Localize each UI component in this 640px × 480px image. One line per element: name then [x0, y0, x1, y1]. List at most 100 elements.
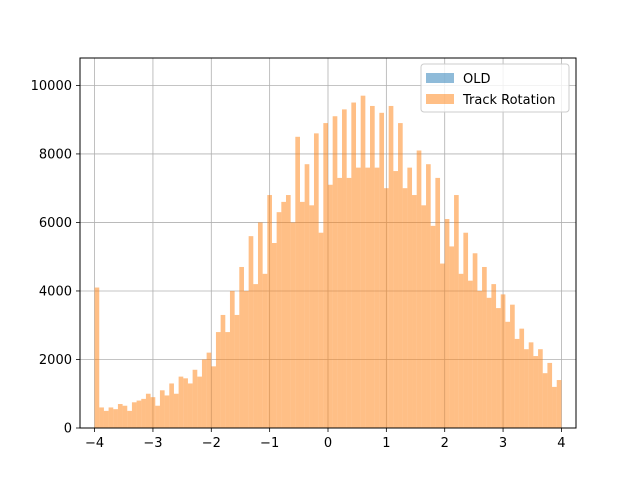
histogram-bar	[430, 225, 436, 428]
histogram-bar	[211, 366, 216, 428]
histogram-bar	[187, 383, 193, 428]
legend-box	[420, 63, 570, 113]
x-tick-label: −1	[260, 436, 279, 451]
y-tick-label: 4000	[39, 284, 72, 299]
histogram-bar	[173, 393, 179, 428]
histogram-bar	[127, 410, 132, 428]
y-tick-label: 0	[64, 422, 72, 437]
histogram-bar	[491, 284, 497, 428]
x-tick-label: −4	[85, 436, 104, 451]
histogram-bar	[295, 136, 300, 428]
histogram-bar	[229, 290, 235, 428]
histogram-bar	[318, 232, 324, 428]
histogram-bar	[99, 407, 104, 428]
histogram-bar	[309, 205, 314, 428]
legend-swatch	[426, 94, 454, 104]
histogram-bar	[379, 112, 385, 428]
y-tick-label: 2000	[39, 353, 72, 368]
histogram-bar	[113, 409, 118, 428]
x-tick-label: −3	[143, 436, 162, 451]
histogram-bar	[239, 266, 244, 428]
histogram-bar	[458, 273, 464, 428]
histogram-bar	[94, 287, 100, 428]
histogram-bar	[262, 273, 268, 428]
histogram-bar	[528, 342, 534, 428]
histogram-bar	[299, 201, 305, 428]
histogram-bar	[416, 150, 422, 428]
x-axis: −4 −3 −2 −1 0 1 2 3 4	[85, 428, 566, 451]
histogram-bar	[533, 356, 539, 428]
histogram-bar	[421, 205, 427, 428]
histogram-bar	[514, 338, 520, 428]
histogram-bar	[159, 390, 165, 428]
histogram-bar	[393, 171, 399, 429]
histogram-bar	[486, 297, 492, 428]
histogram-bar	[248, 236, 254, 428]
histogram-bar	[388, 105, 394, 429]
histogram-bar	[472, 253, 478, 428]
histogram-bar	[505, 321, 511, 428]
histogram-bar	[234, 314, 240, 428]
y-axis: 0 2000 4000 6000 8000 10000	[31, 79, 80, 437]
histogram-bar	[271, 243, 277, 428]
histogram-bar	[519, 328, 525, 428]
histogram-bar	[164, 395, 170, 428]
histogram-bar	[360, 95, 366, 429]
histogram-bar	[267, 195, 272, 428]
legend-swatch	[426, 73, 454, 83]
histogram-bar	[215, 332, 221, 428]
histogram-bar	[328, 184, 333, 428]
histogram-bar	[183, 378, 188, 428]
histogram-bar	[108, 407, 114, 428]
histogram-bars	[94, 95, 562, 429]
histogram-bar	[351, 102, 357, 428]
histogram-bar	[538, 349, 543, 428]
histogram-bar	[192, 369, 198, 428]
legend-label: OLD	[463, 72, 491, 87]
histogram-bar	[313, 133, 319, 429]
histogram-bar	[103, 410, 109, 428]
histogram-bar	[374, 167, 380, 428]
histogram-bar	[547, 362, 553, 428]
histogram-bar	[444, 219, 450, 428]
histogram-bar	[206, 352, 212, 428]
histogram-bar	[117, 404, 123, 428]
x-tick-label: 1	[382, 436, 390, 451]
histogram-bar	[454, 195, 459, 428]
histogram-bar	[346, 177, 352, 428]
histogram-bar	[169, 383, 174, 428]
histogram-bar	[496, 308, 501, 428]
series-1-bars	[94, 95, 562, 429]
x-tick-label: 4	[557, 436, 565, 451]
histogram-bar	[150, 397, 156, 428]
histogram-bar	[220, 314, 226, 428]
histogram-bar	[197, 376, 202, 428]
histogram-bar	[337, 177, 343, 428]
histogram-bar	[402, 188, 408, 428]
histogram-bar	[482, 266, 487, 428]
histogram-bar	[370, 105, 375, 429]
histogram-bar	[253, 284, 258, 428]
histogram-bar	[304, 164, 310, 428]
y-tick-label: 8000	[39, 147, 72, 162]
histogram-bar	[552, 386, 557, 428]
histogram-bar	[407, 167, 413, 428]
histogram-bar	[384, 188, 389, 428]
histogram-bar	[542, 373, 548, 428]
histogram-bar	[500, 294, 506, 428]
legend: OLD Track Rotation	[420, 63, 570, 113]
histogram-bar	[225, 332, 230, 428]
histogram-bar	[285, 195, 291, 428]
histogram-bar	[290, 222, 296, 428]
histogram-bar	[440, 263, 445, 428]
histogram-bar	[201, 359, 207, 428]
histogram-bar	[131, 402, 137, 428]
histogram-bar	[556, 380, 562, 428]
histogram-bar	[257, 222, 263, 428]
histogram-bar	[243, 290, 249, 428]
histogram-bar	[356, 167, 361, 428]
histogram-bar	[477, 290, 483, 428]
y-tick-label: 10000	[31, 79, 72, 94]
histogram-bar	[365, 167, 371, 428]
